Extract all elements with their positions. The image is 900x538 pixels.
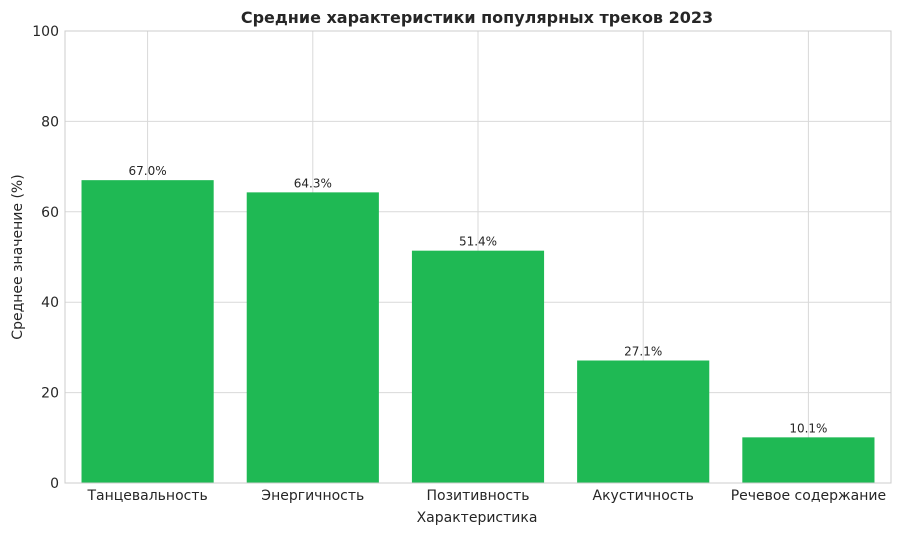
bar-value-labels: 67.0% 64.3% 51.4% 27.1% 10.1% — [129, 164, 828, 435]
bar — [81, 180, 214, 483]
x-axis-ticks: Танцевальность Энергичность Позитивность Ак… — [86, 488, 886, 504]
bar-value-label: 67.0% — [129, 164, 167, 178]
bar-value-label: 10.1% — [789, 421, 827, 435]
x-tick-label: Танцевальность — [86, 488, 207, 504]
plot-frame — [64, 30, 892, 484]
bar-value-label: 64.3% — [294, 176, 332, 190]
bar — [246, 192, 379, 483]
chart-title: Средние характеристики популярных треков… — [241, 8, 713, 27]
bar-value-label: 27.1% — [624, 345, 662, 359]
y-tick-label: 100 — [32, 24, 59, 40]
x-tick-label: Энергичность — [261, 488, 364, 504]
bar — [411, 250, 545, 483]
y-tick-label: 40 — [41, 295, 59, 311]
x-tick-label: Речевое содержание — [731, 488, 886, 504]
x-tick-label: Позитивность — [427, 488, 530, 504]
bar — [742, 437, 875, 483]
y-tick-label: 60 — [41, 205, 59, 221]
y-tick-label: 0 — [50, 476, 59, 492]
bar-value-label: 51.4% — [459, 235, 497, 249]
y-tick-label: 80 — [41, 114, 59, 130]
bar — [577, 360, 710, 483]
y-tick-label: 20 — [41, 386, 59, 402]
y-axis-label: Среднее значение (%) — [10, 174, 26, 339]
x-axis-label: Характеристика — [417, 510, 538, 526]
bars — [81, 180, 875, 483]
y-axis-ticks: 0 20 40 60 80 100 — [32, 24, 59, 492]
x-tick-label: Акустичность — [593, 488, 694, 504]
